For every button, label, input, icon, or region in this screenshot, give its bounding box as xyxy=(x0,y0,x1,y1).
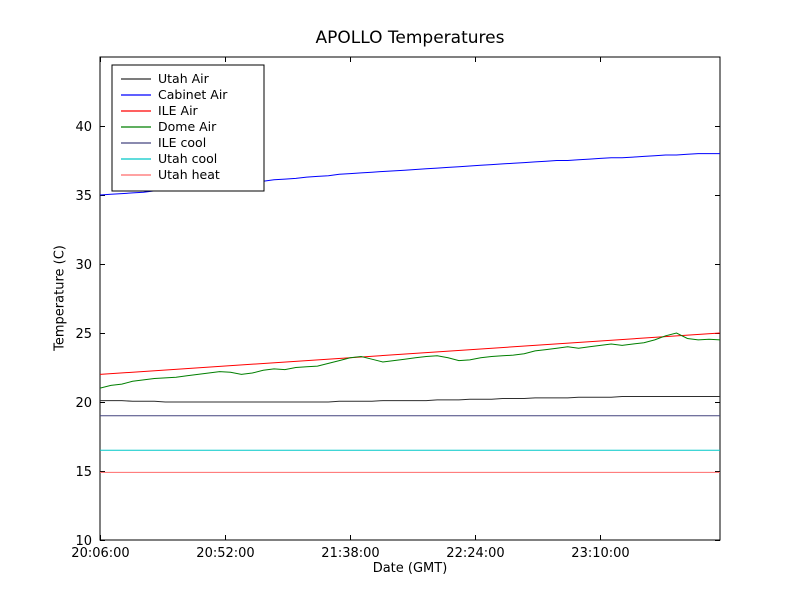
x-tick-label: 23:10:00 xyxy=(571,546,629,561)
y-tick-label: 40 xyxy=(75,120,92,135)
legend-item: Utah heat xyxy=(121,167,220,182)
y-tick-label: 25 xyxy=(75,327,92,342)
legend-item: Cabinet Air xyxy=(121,87,228,102)
y-tick-label: 15 xyxy=(75,465,92,480)
y-tick-label: 35 xyxy=(75,189,92,204)
legend-item: Utah cool xyxy=(121,151,217,166)
y-axis-label: Temperature (C) xyxy=(52,245,68,351)
x-tick-label: 20:06:00 xyxy=(71,546,129,561)
series-line-ile-air xyxy=(100,332,720,375)
legend-label: Dome Air xyxy=(158,119,217,134)
legend-item: ILE Air xyxy=(121,103,199,118)
legend-label: Utah heat xyxy=(158,167,220,182)
legend-frame xyxy=(111,64,265,192)
legend-label: Utah cool xyxy=(158,151,217,166)
series-line-utah-air xyxy=(100,396,720,403)
y-tick-label: 10 xyxy=(75,534,92,549)
x-axis-label: Date (GMT) xyxy=(372,561,448,576)
legend-label: ILE Air xyxy=(158,103,199,118)
chart-title: APOLLO Temperatures xyxy=(315,28,505,48)
y-tick-label: 20 xyxy=(75,396,92,411)
legend-label: ILE cool xyxy=(158,135,206,150)
x-tick-label: 20:52:00 xyxy=(196,546,254,561)
legend-label: Cabinet Air xyxy=(158,87,228,102)
series-group xyxy=(100,153,720,473)
legend-item: Dome Air xyxy=(121,119,217,134)
series-line-dome-air xyxy=(100,332,720,389)
x-tick-label: 22:24:00 xyxy=(446,546,504,561)
legend-label: Utah Air xyxy=(158,71,210,86)
legend-item: ILE cool xyxy=(121,135,206,150)
x-tick-label: 21:38:00 xyxy=(321,546,379,561)
legend-item: Utah Air xyxy=(121,71,210,86)
y-tick-label: 30 xyxy=(75,258,92,273)
